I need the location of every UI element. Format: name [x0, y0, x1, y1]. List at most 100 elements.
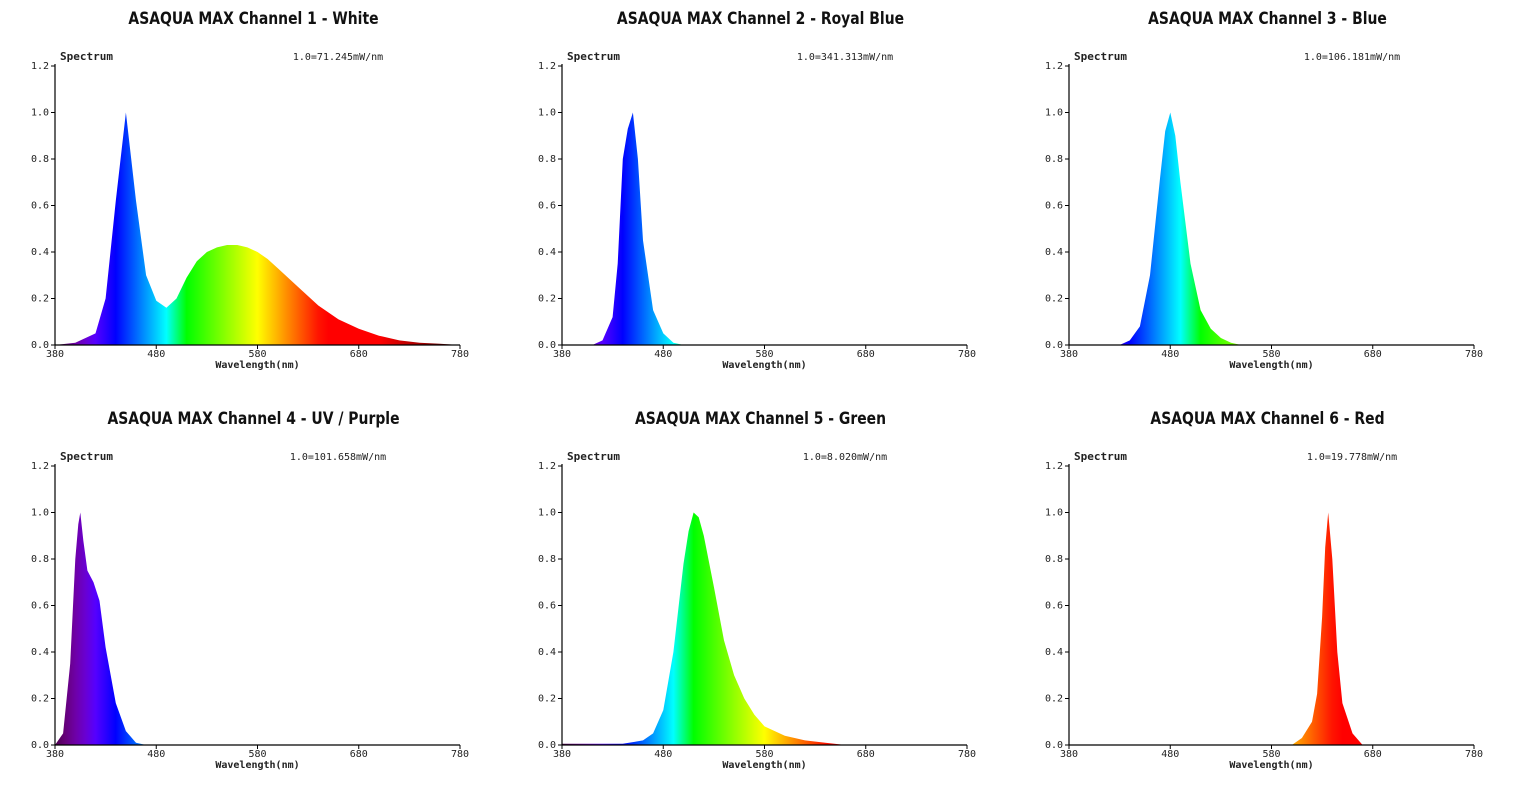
- y-tick-label: 1.0: [538, 108, 556, 119]
- scale-annotation: 1.0=106.181mW/nm: [1304, 52, 1400, 63]
- spectrum-area: [55, 512, 460, 745]
- x-axis-label: Wavelength(nm): [1229, 760, 1313, 771]
- x-tick-label: 380: [553, 349, 571, 360]
- scale-annotation: 1.0=71.245mW/nm: [293, 52, 383, 63]
- x-tick-label: 580: [1262, 749, 1280, 760]
- spectrum-area: [562, 112, 967, 345]
- y-tick-label: 0.2: [31, 694, 49, 705]
- x-axis-label: Wavelength(nm): [722, 760, 806, 771]
- x-tick-label: 480: [147, 349, 165, 360]
- x-tick-label: 780: [958, 749, 976, 760]
- y-tick-label: 0.2: [538, 294, 556, 305]
- scale-annotation: 1.0=8.020mW/nm: [803, 452, 887, 463]
- y-tick-label: 0.4: [1045, 647, 1063, 658]
- chart-subtitle: Spectrum: [1074, 450, 1127, 463]
- x-tick-label: 780: [451, 749, 469, 760]
- y-tick-label: 0.8: [538, 554, 556, 565]
- spectrum-chart-4: 0.0 0.2 0.4 0.6 0.8 1.0 1.2 380 480 580 680 780 Wave…: [31, 450, 469, 771]
- y-tick-label: 1.2: [538, 461, 556, 472]
- y-tick-label: 0.6: [31, 601, 49, 612]
- chart-subtitle: Spectrum: [1074, 50, 1127, 63]
- y-tick-label: 0.2: [1045, 294, 1063, 305]
- x-axis-label: Wavelength(nm): [215, 760, 299, 771]
- chart-subtitle: Spectrum: [60, 450, 113, 463]
- y-tick-label: 1.0: [31, 508, 49, 519]
- scale-annotation: 1.0=19.778mW/nm: [1307, 452, 1397, 463]
- chart-title: ASAQUA MAX Channel 6 - Red: [1150, 409, 1385, 429]
- y-tick-label: 0.0: [538, 340, 556, 351]
- y-tick-label: 1.2: [31, 461, 49, 472]
- spectrum-chart-5: 0.0 0.2 0.4 0.6 0.8 1.0 1.2 380 480 580 680 780 Wave…: [538, 450, 976, 771]
- y-tick-label: 0.4: [31, 647, 49, 658]
- x-axis-label: Wavelength(nm): [1229, 360, 1313, 371]
- chart-subtitle: Spectrum: [567, 50, 620, 63]
- x-tick-label: 480: [654, 349, 672, 360]
- y-tick-label: 0.6: [538, 601, 556, 612]
- chart-title: ASAQUA MAX Channel 2 - Royal Blue: [616, 9, 905, 29]
- x-tick-label: 780: [451, 349, 469, 360]
- x-tick-label: 780: [1465, 349, 1483, 360]
- spectrum-chart-1: 0.0 0.2 0.4 0.6 0.8 1.0 1.2 380 480 580 680 780 Wave…: [31, 50, 469, 371]
- spectrum-chart-6: 0.0 0.2 0.4 0.6 0.8 1.0 1.2 380 480 580 680 780 Wave…: [1045, 450, 1483, 771]
- y-tick-label: 0.8: [1045, 154, 1063, 165]
- x-tick-label: 680: [1364, 749, 1382, 760]
- x-tick-label: 680: [857, 349, 875, 360]
- spectrum-area: [1069, 512, 1474, 745]
- x-tick-label: 580: [248, 749, 266, 760]
- x-tick-label: 580: [1262, 349, 1280, 360]
- spectrum-area: [1069, 112, 1474, 345]
- y-tick-label: 1.2: [31, 61, 49, 72]
- y-tick-label: 0.0: [1045, 340, 1063, 351]
- y-tick-label: 0.2: [31, 294, 49, 305]
- y-tick-label: 0.6: [538, 201, 556, 212]
- x-axis-label: Wavelength(nm): [215, 360, 299, 371]
- x-tick-label: 480: [654, 749, 672, 760]
- y-tick-label: 0.4: [538, 647, 556, 658]
- x-tick-label: 380: [553, 749, 571, 760]
- x-tick-label: 380: [46, 349, 64, 360]
- y-tick-label: 0.8: [538, 154, 556, 165]
- y-tick-label: 0.6: [31, 201, 49, 212]
- chart-subtitle: Spectrum: [60, 50, 113, 63]
- y-tick-label: 0.2: [538, 694, 556, 705]
- y-tick-label: 1.0: [31, 108, 49, 119]
- y-tick-label: 0.0: [538, 740, 556, 751]
- x-tick-label: 380: [1060, 349, 1078, 360]
- x-tick-label: 680: [350, 749, 368, 760]
- y-tick-label: 0.4: [31, 247, 49, 258]
- x-tick-label: 780: [958, 349, 976, 360]
- y-tick-label: 0.8: [31, 154, 49, 165]
- y-tick-label: 0.4: [1045, 247, 1063, 258]
- y-tick-label: 0.0: [1045, 740, 1063, 751]
- x-tick-label: 680: [1364, 349, 1382, 360]
- y-tick-label: 0.6: [1045, 201, 1063, 212]
- x-tick-label: 780: [1465, 749, 1483, 760]
- chart-title: ASAQUA MAX Channel 1 - White: [128, 9, 379, 29]
- spectrum-chart-3: 0.0 0.2 0.4 0.6 0.8 1.0 1.2 380 480 580 680 780 Wave…: [1045, 50, 1483, 371]
- y-tick-label: 1.2: [538, 61, 556, 72]
- y-tick-label: 0.8: [1045, 554, 1063, 565]
- y-tick-label: 1.0: [538, 508, 556, 519]
- y-tick-label: 0.8: [31, 554, 49, 565]
- y-tick-label: 0.6: [1045, 601, 1063, 612]
- y-tick-label: 0.0: [31, 340, 49, 351]
- x-tick-label: 480: [1161, 749, 1179, 760]
- scale-annotation: 1.0=101.658mW/nm: [290, 452, 386, 463]
- x-tick-label: 480: [1161, 349, 1179, 360]
- x-tick-label: 580: [248, 349, 266, 360]
- y-tick-label: 1.2: [1045, 61, 1063, 72]
- y-tick-label: 0.0: [31, 740, 49, 751]
- x-tick-label: 380: [1060, 749, 1078, 760]
- x-axis-label: Wavelength(nm): [722, 360, 806, 371]
- x-tick-label: 680: [350, 349, 368, 360]
- spectrum-area: [55, 112, 460, 345]
- x-tick-label: 580: [755, 749, 773, 760]
- x-tick-label: 480: [147, 749, 165, 760]
- scale-annotation: 1.0=341.313mW/nm: [797, 52, 893, 63]
- chart-title: ASAQUA MAX Channel 5 - Green: [634, 409, 887, 429]
- spectrum-area: [562, 512, 967, 745]
- chart-title: ASAQUA MAX Channel 3 - Blue: [1148, 9, 1387, 29]
- y-tick-label: 1.2: [1045, 461, 1063, 472]
- y-tick-label: 1.0: [1045, 508, 1063, 519]
